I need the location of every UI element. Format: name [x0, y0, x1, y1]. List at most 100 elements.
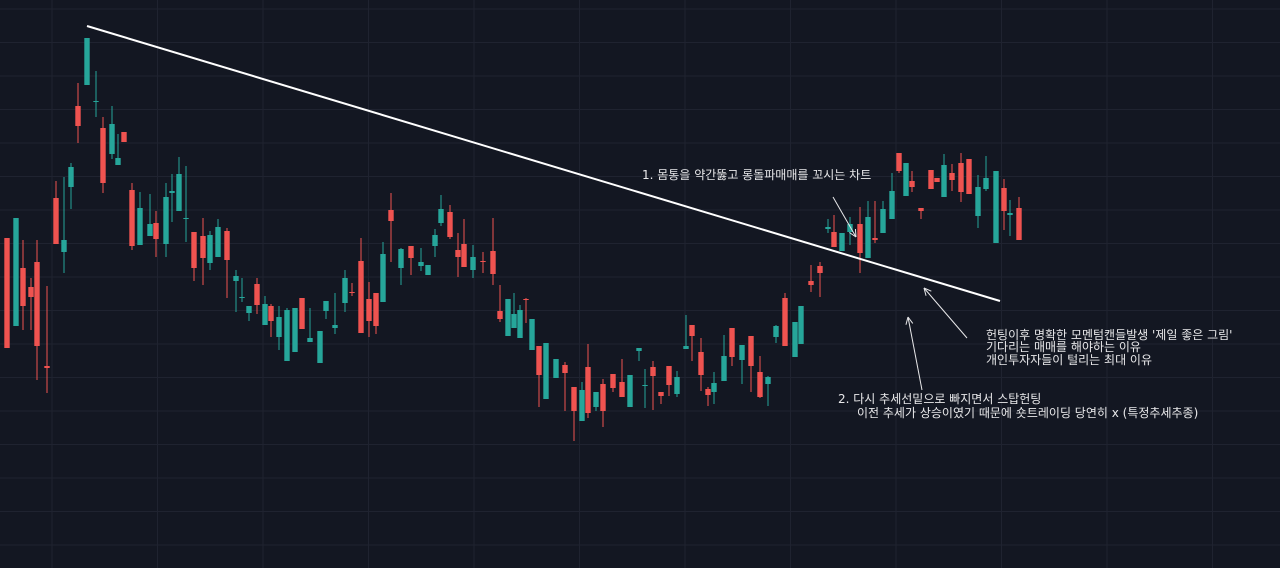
- trendline[interactable]: [86, 25, 1001, 302]
- annotation-note-3-line-1: 헌팅이후 명확한 모멘텀캔들발생 '제일 좋은 그림': [986, 328, 1232, 342]
- candle-body: [543, 343, 549, 399]
- candle-bearish: [748, 336, 754, 392]
- candle-bullish: [1007, 200, 1013, 236]
- candle-bullish: [517, 305, 523, 338]
- candle-body: [711, 383, 717, 392]
- candle-bearish: [153, 211, 159, 257]
- candle-bullish: [438, 195, 444, 226]
- candle-body: [658, 392, 664, 396]
- candle-body: [941, 165, 947, 197]
- candle-body: [224, 231, 230, 260]
- candle-bearish: [585, 344, 591, 418]
- candle-bullish: [798, 306, 804, 344]
- candle-bearish: [831, 215, 837, 247]
- candle-bearish: [562, 362, 568, 411]
- candle-body: [292, 308, 298, 352]
- candle-bearish: [928, 170, 934, 189]
- candle-body: [585, 367, 591, 413]
- candle-body: [739, 345, 745, 360]
- candle-bullish: [425, 265, 431, 275]
- candle-body: [276, 317, 282, 337]
- candle-series: [4, 38, 1022, 441]
- candle-body: [825, 227, 831, 229]
- candle-bearish: [358, 238, 364, 333]
- candle-bullish: [579, 382, 585, 421]
- candle-bearish: [53, 181, 59, 244]
- candle-bearish: [129, 183, 135, 250]
- candle-bullish: [880, 201, 886, 233]
- candle-bearish: [817, 262, 823, 297]
- candle-body: [53, 198, 59, 244]
- candle-body: [262, 304, 268, 325]
- candle-body: [698, 352, 704, 375]
- candle-bullish: [115, 134, 121, 165]
- candle-bearish: [934, 178, 940, 182]
- candle-body: [4, 238, 10, 348]
- candle-body: [571, 387, 577, 411]
- candle-bearish: [958, 153, 964, 202]
- candle-bullish: [176, 157, 182, 211]
- candle-body: [470, 257, 476, 270]
- candle-bullish: [543, 343, 549, 399]
- candle-body: [84, 38, 90, 85]
- candle-body: [109, 124, 115, 154]
- candle-bearish: [200, 218, 206, 285]
- annotation-arrows: [832, 196, 968, 391]
- candle-bullish: [792, 322, 798, 357]
- candle-bullish: [342, 270, 348, 312]
- candle-bearish: [1016, 197, 1022, 240]
- candle-bearish: [4, 238, 10, 348]
- arrow-note-1: [832, 196, 857, 238]
- candle-bullish: [207, 231, 213, 270]
- candle-body: [918, 208, 924, 211]
- candle-bullish: [169, 174, 175, 222]
- candle-bearish: [480, 252, 486, 273]
- candle-bearish: [909, 171, 915, 192]
- candle-body: [536, 346, 542, 375]
- candle-body: [880, 209, 886, 233]
- candle-body: [674, 377, 680, 394]
- candle-body: [129, 190, 135, 246]
- candle-bearish: [857, 207, 863, 273]
- candle-bearish: [658, 392, 664, 404]
- candle-body: [966, 159, 972, 194]
- candle-body: [839, 233, 845, 251]
- arrow-note-2: [905, 316, 923, 391]
- candle-bullish: [84, 38, 90, 85]
- candle-body: [75, 106, 81, 126]
- candle-bullish: [93, 71, 99, 117]
- candle-bullish: [292, 308, 298, 352]
- candle-bearish: [571, 387, 577, 441]
- candle-bullish: [109, 106, 115, 159]
- candle-bullish: [593, 392, 599, 411]
- candle-body: [200, 236, 206, 258]
- candle-body: [425, 265, 431, 275]
- candle-body: [461, 244, 467, 267]
- candle-bullish: [13, 218, 19, 326]
- candle-bearish: [757, 356, 763, 398]
- candle-bullish: [147, 194, 153, 236]
- candle-body: [299, 298, 305, 329]
- candle-body: [121, 132, 127, 142]
- candle-body: [61, 240, 67, 252]
- candle-bullish: [553, 359, 559, 378]
- candle-body: [1016, 208, 1022, 240]
- candle-body: [831, 232, 837, 247]
- candle-bearish: [896, 153, 902, 173]
- candle-body: [268, 306, 274, 321]
- candle-bullish: [721, 335, 727, 381]
- candle-body: [317, 331, 323, 363]
- candle-bearish: [100, 117, 106, 193]
- candle-body: [455, 250, 461, 257]
- candle-body: [1007, 213, 1013, 215]
- candle-bearish: [918, 208, 924, 219]
- candle-body: [683, 346, 689, 349]
- candle-body: [949, 173, 955, 180]
- candle-body: [847, 224, 853, 232]
- candle-bullish: [865, 201, 871, 258]
- candle-bearish: [299, 298, 305, 329]
- candle-body: [773, 326, 779, 337]
